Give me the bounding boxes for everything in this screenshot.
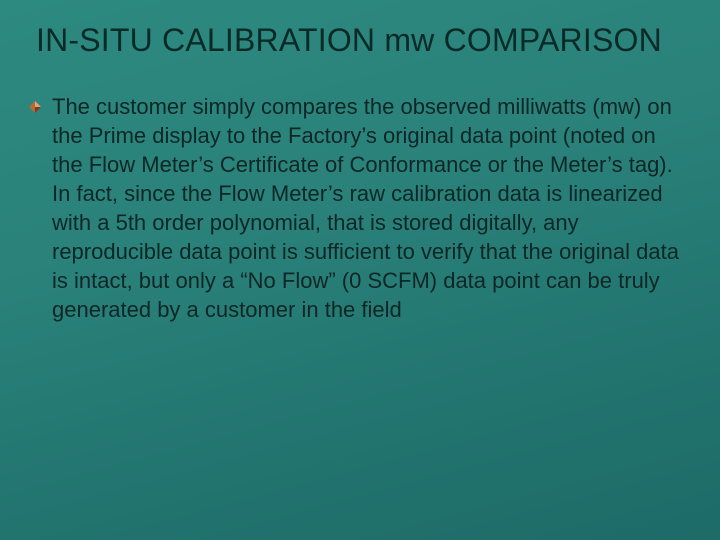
bullet-text: The customer simply compares the observe…	[52, 92, 684, 324]
slide: IN-SITU CALIBRATION mw COMPARISON The cu…	[0, 0, 720, 540]
slide-body: The customer simply compares the observe…	[28, 92, 684, 324]
diamond-bullet-icon	[28, 100, 42, 114]
bullet-item: The customer simply compares the observe…	[28, 92, 684, 324]
slide-title: IN-SITU CALIBRATION mw COMPARISON	[36, 22, 700, 59]
